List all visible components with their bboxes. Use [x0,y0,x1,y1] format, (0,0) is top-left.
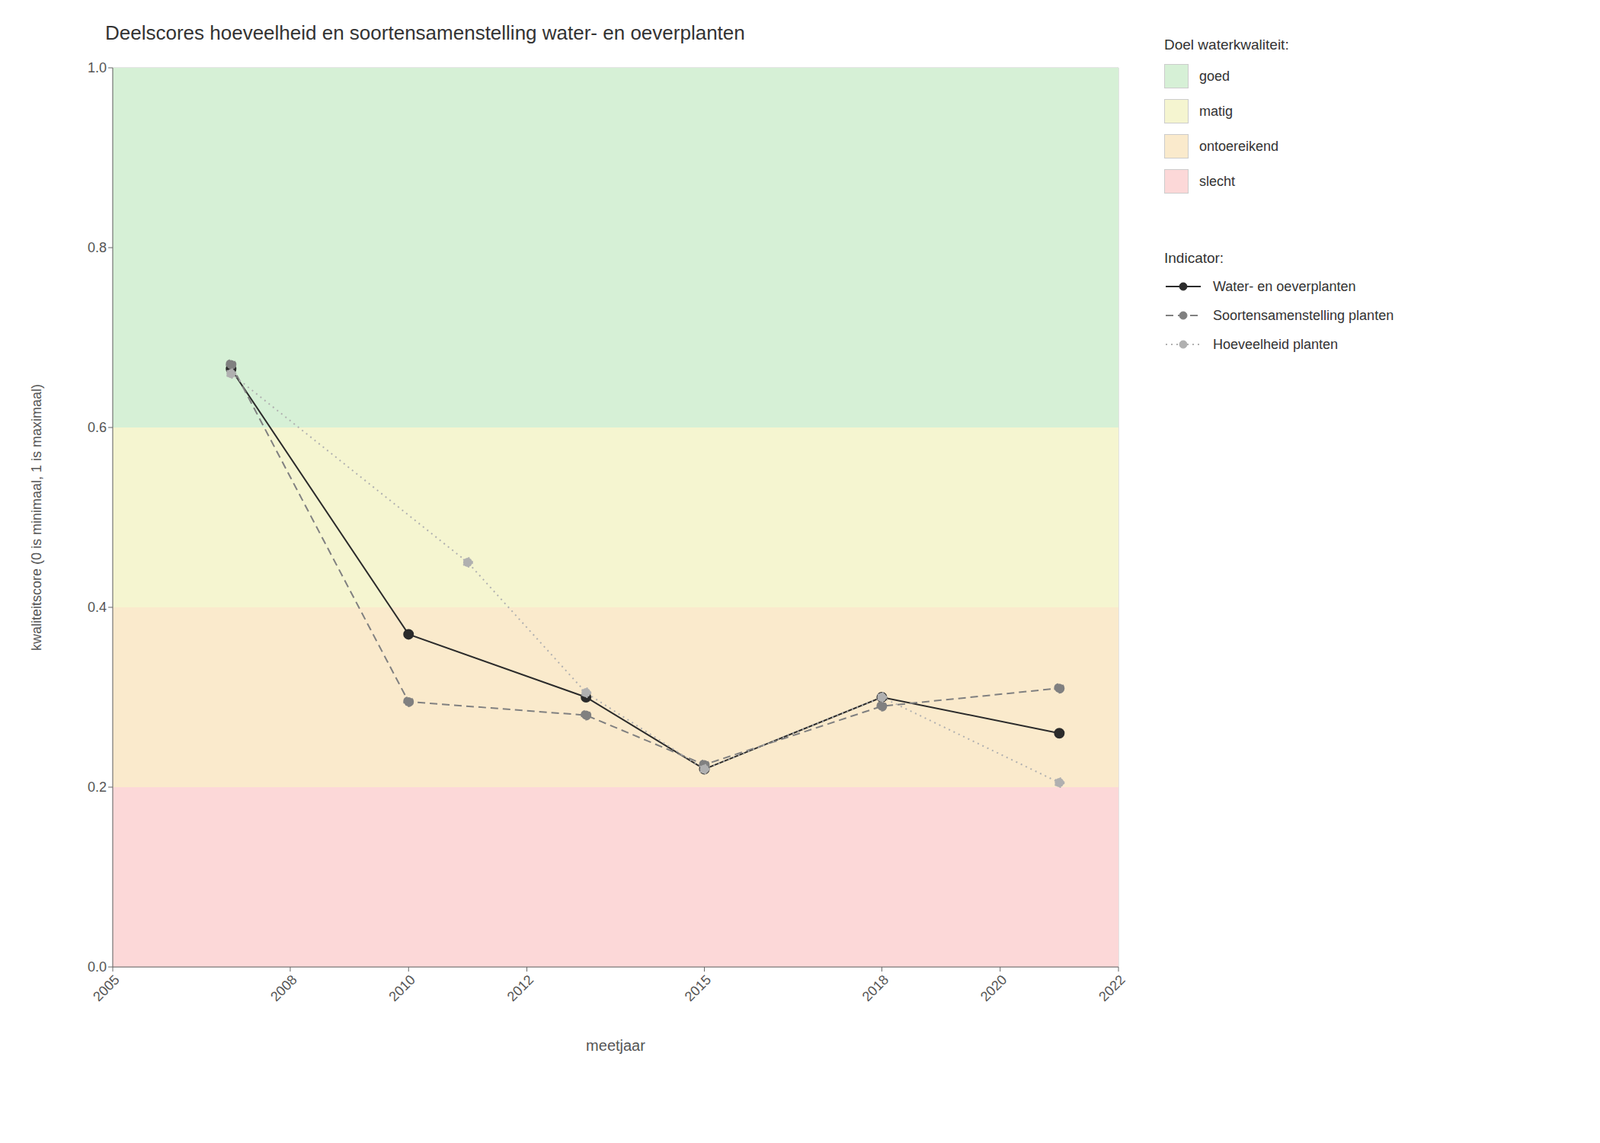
html-text:Hoeveelheid planten: Hoeveelheid planten [1212,336,1338,352]
html-text:Indicator:: Indicator: [1164,249,1224,266]
svg-text:0.6: 0.6 [87,419,107,436]
html-text:matig: matig [1199,103,1233,119]
html-text:Doel waterkwaliteit:: Doel waterkwaliteit: [1164,36,1289,53]
svg-text:2022: 2022 [1095,972,1128,1005]
svg-text:0.2: 0.2 [87,779,107,795]
html-text:goed: goed [1199,68,1230,84]
html-text:slecht: slecht [1199,173,1236,189]
svg-text:0.0: 0.0 [87,959,107,975]
html-text:Deelscores hoeveelheid en soor: Deelscores hoeveelheid en soortensamenst… [105,21,745,45]
svg-text:2005: 2005 [89,972,122,1005]
svg-text:2020: 2020 [977,972,1010,1005]
svg-text:2008: 2008 [267,972,300,1005]
html-text:Soortensamenstelling planten: Soortensamenstelling planten [1212,307,1394,323]
svg-text:meetjaar: meetjaar [585,1036,646,1054]
svg-text:2018: 2018 [859,972,892,1005]
svg-text:0.8: 0.8 [87,240,107,256]
svg-text:0.4: 0.4 [87,599,107,615]
html-text:Water- en oeverplanten: Water- en oeverplanten [1212,278,1356,294]
svg-text:kwaliteitscore (0 is minimaal,: kwaliteitscore (0 is minimaal, 1 is maxi… [28,384,45,651]
svg-text:2010: 2010 [386,972,419,1005]
svg-text:2012: 2012 [504,972,537,1005]
svg-text:2015: 2015 [681,972,714,1005]
svg-text:1.0: 1.0 [87,60,107,76]
html-text:ontoereikend: ontoereikend [1199,138,1279,154]
